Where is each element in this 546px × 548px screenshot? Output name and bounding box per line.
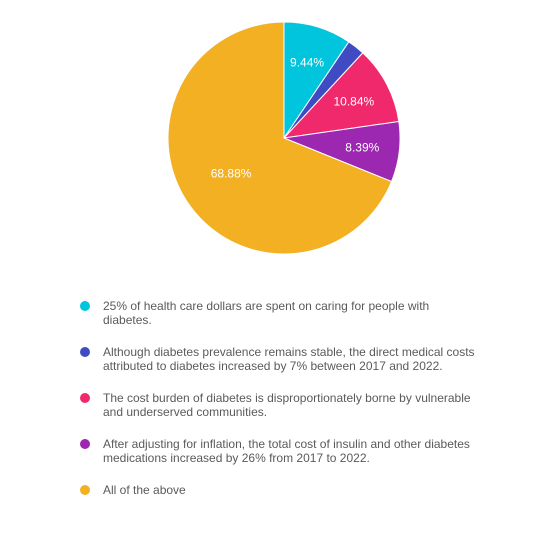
legend-swatch-2 [80,393,90,403]
legend-swatch-0 [80,301,90,311]
slice-label-2: 10.84% [333,94,374,108]
legend-item-1: Although diabetes prevalence remains sta… [80,345,480,373]
legend-label-1: Although diabetes prevalence remains sta… [103,345,475,373]
pie-chart: 9.44% 10.84% 8.39% 68.88% [167,21,401,255]
legend: 25% of health care dollars are spent on … [80,299,480,515]
legend-swatch-3 [80,439,90,449]
legend-swatch-1 [80,347,90,357]
slice-label-4: 68.88% [211,167,252,181]
slice-label-3: 8.39% [345,141,379,155]
legend-swatch-4 [80,485,90,495]
legend-item-4: All of the above [80,483,480,497]
pie-slice-2 [282,52,400,139]
legend-item-2: The cost burden of diabetes is dispropor… [80,391,480,419]
slice-label-0: 9.44% [290,56,324,70]
legend-label-2: The cost burden of diabetes is dispropor… [103,391,471,419]
pie-slice-4 [167,21,393,255]
legend-label-0: 25% of health care dollars are spent on … [103,299,430,327]
legend-label-3: After adjusting for inflation, the total… [103,437,470,465]
legend-label-4: All of the above [103,483,186,497]
legend-item-3: After adjusting for inflation, the total… [80,437,480,465]
legend-item-0: 25% of health care dollars are spent on … [80,299,480,327]
